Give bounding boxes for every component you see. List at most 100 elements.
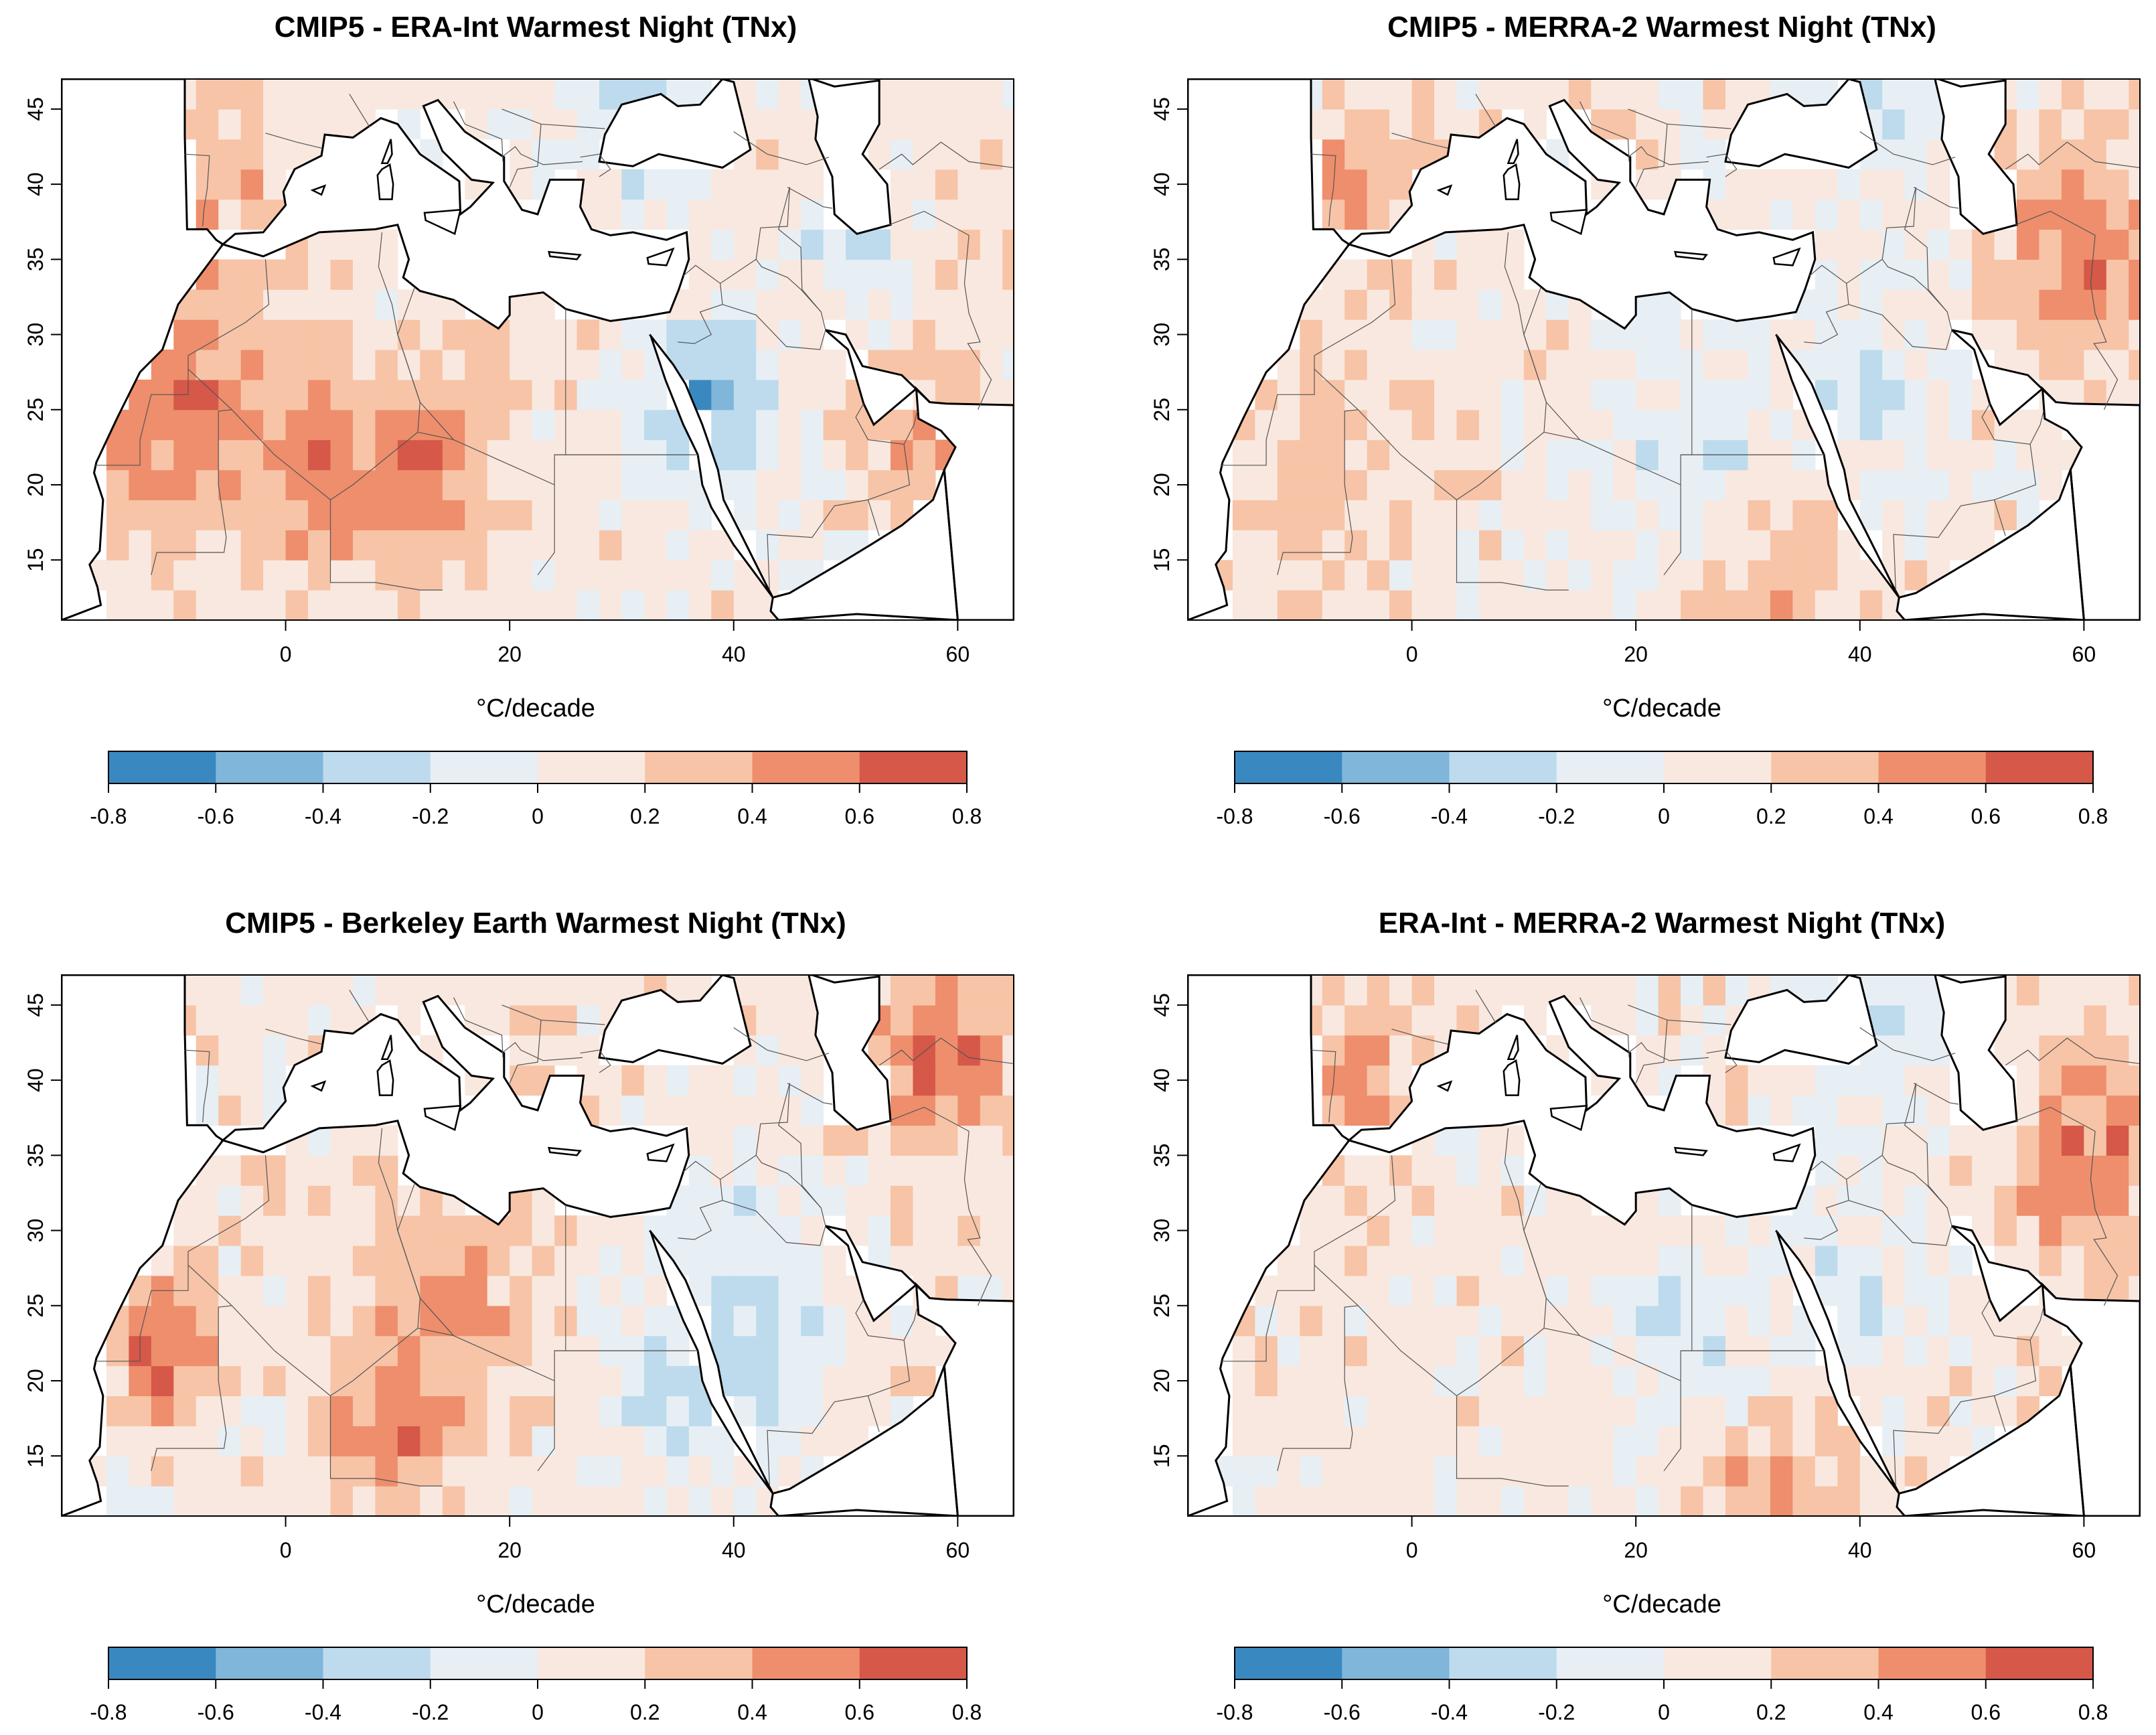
heatmap-cell bbox=[1456, 108, 1480, 140]
heatmap-cell bbox=[1344, 1095, 1368, 1126]
heatmap-cell bbox=[487, 350, 510, 380]
heatmap-cell bbox=[285, 1155, 309, 1186]
heatmap-cell bbox=[1367, 1155, 1390, 1186]
heatmap-cell bbox=[532, 79, 555, 110]
heatmap-cell bbox=[173, 350, 197, 380]
heatmap-cell bbox=[1837, 259, 1861, 290]
heatmap-cell bbox=[375, 1185, 398, 1216]
heatmap-cell bbox=[151, 1395, 174, 1426]
colorbar-swatch bbox=[538, 1647, 645, 1679]
country-border bbox=[767, 1299, 911, 1487]
heatmap-cell bbox=[1658, 1486, 1681, 1516]
heatmap-cell bbox=[1255, 1456, 1278, 1487]
heatmap-cell bbox=[240, 439, 264, 471]
heatmap-cell bbox=[487, 439, 510, 471]
heatmap-cell bbox=[151, 560, 174, 591]
heatmap-cell bbox=[1456, 1185, 1480, 1216]
heatmap-cell bbox=[1904, 500, 1928, 530]
heatmap-cell bbox=[1703, 1215, 1726, 1246]
country-border bbox=[1913, 187, 1959, 209]
heatmap-cell bbox=[1456, 379, 1480, 410]
colorbar-tick-label: 0.6 bbox=[1971, 1700, 2001, 1724]
heatmap-cell bbox=[801, 1426, 824, 1456]
heatmap-cell bbox=[1322, 1275, 1345, 1306]
heatmap-cell bbox=[397, 1275, 420, 1306]
heatmap-cell bbox=[846, 1155, 869, 1186]
heatmap-cell bbox=[1636, 1004, 1659, 1036]
heatmap-cell bbox=[1277, 500, 1300, 530]
heatmap-cell bbox=[2061, 1155, 2084, 1186]
heatmap-cell bbox=[532, 530, 555, 560]
heatmap-cell bbox=[397, 1185, 420, 1216]
heatmap-cell bbox=[1927, 1335, 1950, 1367]
sea-area bbox=[649, 334, 773, 598]
heatmap-cell bbox=[666, 590, 690, 620]
coastline bbox=[1934, 79, 2018, 235]
heatmap-cell bbox=[240, 409, 264, 441]
heatmap-cell bbox=[1636, 975, 1659, 1006]
heatmap-cell bbox=[688, 1065, 712, 1096]
heatmap-cell bbox=[733, 1365, 757, 1397]
heatmap-cell bbox=[1568, 439, 1592, 471]
heatmap-cell bbox=[1411, 350, 1435, 380]
y-tick-label: 15 bbox=[1150, 548, 1174, 572]
heatmap-cell bbox=[1434, 409, 1458, 441]
heatmap-cell bbox=[890, 1065, 914, 1096]
colorbar-swatch bbox=[430, 751, 538, 783]
heatmap-cell bbox=[1523, 1246, 1547, 1276]
heatmap-cell bbox=[1904, 108, 1928, 140]
heatmap-cell bbox=[397, 79, 420, 110]
heatmap-cell bbox=[173, 439, 197, 471]
country-border bbox=[964, 235, 992, 410]
heatmap-cell bbox=[666, 1456, 690, 1487]
heatmap-cell bbox=[1456, 319, 1480, 350]
heatmap-cell bbox=[1904, 1155, 1928, 1186]
heatmap-cell bbox=[666, 1215, 690, 1246]
heatmap-cell bbox=[1703, 530, 1726, 560]
heatmap-cell bbox=[1367, 108, 1390, 140]
country-border bbox=[1523, 1183, 1580, 1337]
heatmap-cell bbox=[980, 1004, 1003, 1036]
heatmap-cell bbox=[1367, 1305, 1390, 1337]
heatmap-cell bbox=[1546, 409, 1569, 441]
heatmap-cell bbox=[2129, 1215, 2140, 1246]
heatmap-cell bbox=[576, 1365, 600, 1397]
heatmap-cell bbox=[330, 350, 354, 380]
heatmap-cell bbox=[935, 1065, 958, 1096]
colorbar: -0.8 -0.6 -0.4 -0.2 0 0.2 0.4 0.6 0.8 bbox=[1216, 751, 2108, 828]
heatmap-cell bbox=[465, 1456, 488, 1487]
heatmap-cell bbox=[823, 1335, 846, 1367]
heatmap-cell bbox=[1344, 1426, 1368, 1456]
heatmap-cell bbox=[285, 1246, 309, 1276]
heatmap-cell bbox=[2129, 975, 2140, 1006]
heatmap-cell bbox=[1658, 560, 1681, 591]
country-border bbox=[502, 1042, 583, 1061]
heatmap-cell bbox=[1613, 379, 1636, 410]
heatmap-cell bbox=[375, 409, 398, 441]
heatmap-cell bbox=[532, 439, 555, 471]
heatmap-cell bbox=[352, 1456, 376, 1487]
heatmap-cell bbox=[599, 319, 623, 350]
heatmap-cell bbox=[823, 1275, 846, 1306]
heatmap-cell bbox=[465, 319, 488, 350]
heatmap-cell bbox=[1478, 1246, 1503, 1276]
heatmap-cell bbox=[487, 409, 510, 441]
sea-area bbox=[1951, 1225, 2056, 1321]
heatmap-cell bbox=[1770, 199, 1793, 230]
heatmap-cell bbox=[576, 108, 600, 140]
heatmap-cell bbox=[240, 1365, 264, 1397]
heatmap-cell bbox=[1725, 409, 1749, 441]
heatmap-cell bbox=[442, 79, 465, 110]
heatmap-cell bbox=[823, 1395, 846, 1426]
heatmap-cell bbox=[465, 500, 488, 530]
heatmap-cell bbox=[935, 1004, 958, 1036]
heatmap-cell bbox=[599, 560, 623, 591]
colorbar-tick-label: 0.6 bbox=[845, 804, 874, 828]
heatmap-cell bbox=[1904, 1215, 1928, 1246]
heatmap-cell bbox=[1501, 229, 1525, 260]
colorbar-swatch bbox=[1878, 1647, 1987, 1679]
country-border bbox=[502, 108, 605, 129]
heatmap-cell bbox=[1636, 1246, 1659, 1276]
heatmap-cell bbox=[846, 259, 869, 290]
